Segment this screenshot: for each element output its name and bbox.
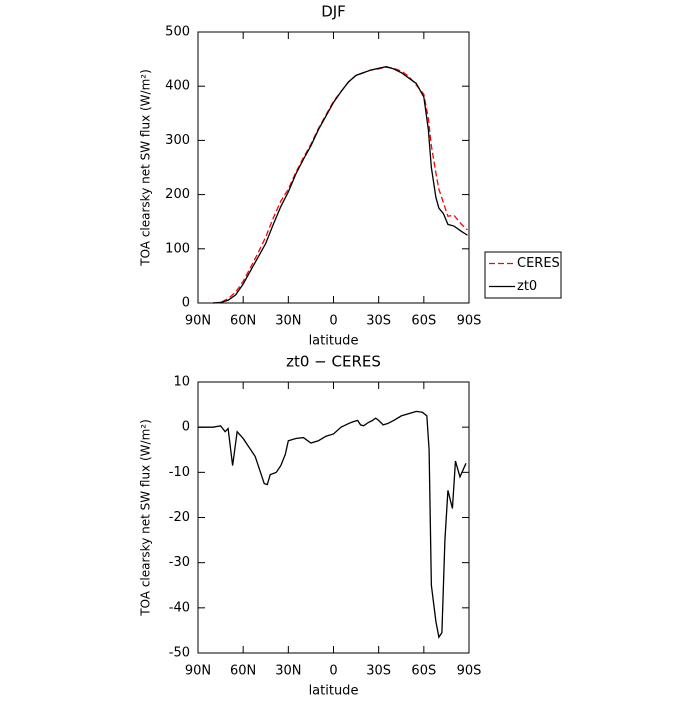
y-tick-label: -50	[169, 646, 190, 661]
x-tick-label: 30N	[275, 314, 301, 329]
y-tick-label: 200	[165, 187, 190, 202]
y-tick-label: 400	[165, 79, 190, 94]
x-tick-label: 60S	[411, 664, 436, 679]
legend-label: zt0	[517, 279, 537, 294]
x-tick-label: 90S	[457, 664, 482, 679]
plot-frame	[197, 31, 470, 304]
y-tick-label: 100	[165, 241, 190, 256]
x-tick-label: 30S	[366, 314, 391, 329]
data-line	[213, 66, 468, 304]
y-tick-label: 300	[165, 133, 190, 148]
y-tick-label: -20	[169, 510, 190, 525]
x-tick-label: 0	[329, 314, 337, 329]
y-tick-label: 500	[165, 25, 190, 40]
x-axis-label: latitude	[309, 334, 359, 349]
y-tick-label: -10	[169, 465, 190, 480]
x-tick-label: 60S	[411, 314, 436, 329]
data-line	[198, 410, 467, 639]
x-tick-label: 90N	[185, 664, 211, 679]
legend-box	[484, 251, 562, 299]
x-tick-label: 60N	[230, 314, 256, 329]
x-axis-label: latitude	[309, 684, 359, 699]
plot-frame	[197, 381, 470, 654]
y-tick-label: -40	[169, 600, 190, 615]
data-line	[213, 66, 468, 304]
x-tick-label: 0	[329, 664, 337, 679]
y-axis-label: TOA clearsky net SW flux (W/m²)	[139, 419, 153, 617]
x-tick-label: 30N	[275, 664, 301, 679]
x-tick-label: 90S	[457, 314, 482, 329]
y-tick-label: 0	[182, 296, 190, 311]
x-tick-label: 90N	[185, 314, 211, 329]
x-tick-label: 60N	[230, 664, 256, 679]
y-tick-label: 0	[182, 420, 190, 435]
chart-title: zt0 − CERES	[286, 353, 381, 371]
legend-label: CERES	[517, 256, 560, 271]
x-tick-label: 30S	[366, 664, 391, 679]
y-axis-label: TOA clearsky net SW flux (W/m²)	[139, 69, 153, 267]
y-tick-label: -30	[169, 555, 190, 570]
chart-title: DJF	[321, 3, 346, 21]
y-tick-label: 10	[173, 375, 190, 390]
